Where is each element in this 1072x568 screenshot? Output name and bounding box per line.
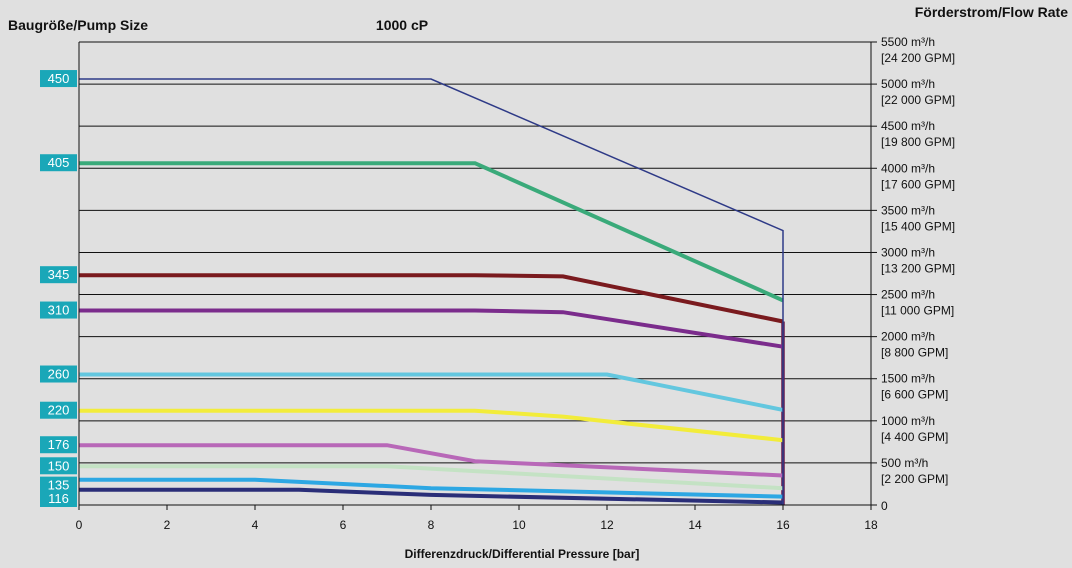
y-tick-label-gpm-3000: [13 200 GPM] [881, 261, 955, 275]
y-tick-label-gpm-2000: [8 800 GPM] [881, 346, 948, 360]
x-tick-label-4: 4 [252, 518, 259, 532]
y-tick-label-gpm-5500: [24 200 GPM] [881, 51, 955, 65]
x-tick-label-0: 0 [76, 518, 83, 532]
y-tick-label-5000: 5000 m³/h [881, 77, 935, 91]
y-tick-label-gpm-4500: [19 800 GPM] [881, 135, 955, 149]
right-axis-title: Förderstrom/Flow Rate [915, 4, 1068, 20]
size-label-box-220 [40, 401, 77, 419]
y-tick-label-gpm-1500: [6 600 GPM] [881, 388, 948, 402]
series-line-135 [79, 477, 784, 499]
size-label-135: 135 [48, 478, 70, 493]
size-label-box-310 [40, 301, 77, 319]
size-label-345: 345 [48, 267, 70, 282]
y-tick-label-gpm-3500: [15 400 GPM] [881, 219, 955, 233]
y-tick-label-0: 0 [881, 499, 888, 513]
grid-layer [79, 41, 871, 464]
y-tick-label-1500: 1500 m³/h [881, 372, 935, 386]
y-tick-label-gpm-4000: [17 600 GPM] [881, 177, 955, 191]
size-label-box-405 [40, 154, 77, 172]
x-tick-label-10: 10 [512, 518, 526, 532]
y-tick-label-2000: 2000 m³/h [881, 330, 935, 344]
series-line-150 [79, 464, 784, 491]
x-tick-label-14: 14 [688, 518, 702, 532]
size-label-260: 260 [48, 367, 70, 382]
size-label-310: 310 [48, 303, 70, 318]
size-label-405: 405 [48, 155, 70, 170]
series-line-345 [79, 273, 784, 324]
size-label-176: 176 [48, 437, 70, 452]
x-tick-label-12: 12 [600, 518, 614, 532]
series-line-450 [79, 78, 784, 505]
size-label-220: 220 [48, 403, 70, 418]
y-tick-label-gpm-5000: [22 000 GPM] [881, 93, 955, 107]
y-tick-label-1000: 1000 m³/h [881, 414, 935, 428]
y-tick-label-5500: 5500 m³/h [881, 35, 935, 49]
x-tick-label-16: 16 [776, 518, 790, 532]
size-label-450: 450 [48, 71, 70, 86]
y-tick-label-2500: 2500 m³/h [881, 288, 935, 302]
axes-layer: 0 2 4 6 8 10 12 14 16 18 5500 m³/h [24 200 GPM] 5000… [76, 35, 955, 532]
size-label-box-450 [40, 70, 77, 88]
size-label-150: 150 [48, 458, 70, 473]
series-layer [79, 78, 785, 505]
size-label-box-260 [40, 365, 77, 383]
x-tick-label-8: 8 [428, 518, 435, 532]
y-tick-label-4500: 4500 m³/h [881, 119, 935, 133]
y-tick-label-3000: 3000 m³/h [881, 245, 935, 259]
size-label-box-135 [40, 476, 77, 494]
chart-title: 1000 cP [376, 17, 428, 33]
x-tick-label-2: 2 [164, 518, 171, 532]
y-tick-label-4000: 4000 m³/h [881, 161, 935, 175]
size-label-116: 116 [48, 491, 69, 506]
series-line-260 [79, 372, 784, 412]
y-tick-label-3500: 3500 m³/h [881, 203, 935, 217]
y-tick-label-gpm-2500: [11 000 GPM] [881, 304, 954, 318]
size-label-box-176 [40, 436, 77, 454]
y-tick-label-gpm-500: [2 200 GPM] [881, 472, 948, 486]
left-axis-title: Baugröße/Pump Size [8, 17, 148, 33]
series-line-405 [79, 161, 784, 303]
size-label-box-345 [40, 266, 77, 284]
y-tick-label-500: 500 m³/h [881, 456, 928, 470]
size-label-box-150 [40, 457, 77, 475]
series-line-220 [79, 408, 784, 443]
series-line-310 [79, 308, 784, 349]
x-tick-label-6: 6 [340, 518, 347, 532]
y-tick-label-gpm-1000: [4 400 GPM] [881, 430, 948, 444]
x-axis-title: Differenzdruck/Differential Pressure [ba… [405, 547, 640, 561]
series-line-176 [79, 443, 784, 478]
x-tick-label-18: 18 [864, 518, 878, 532]
series-line-116 [79, 487, 784, 505]
size-label-box-116 [40, 490, 77, 507]
